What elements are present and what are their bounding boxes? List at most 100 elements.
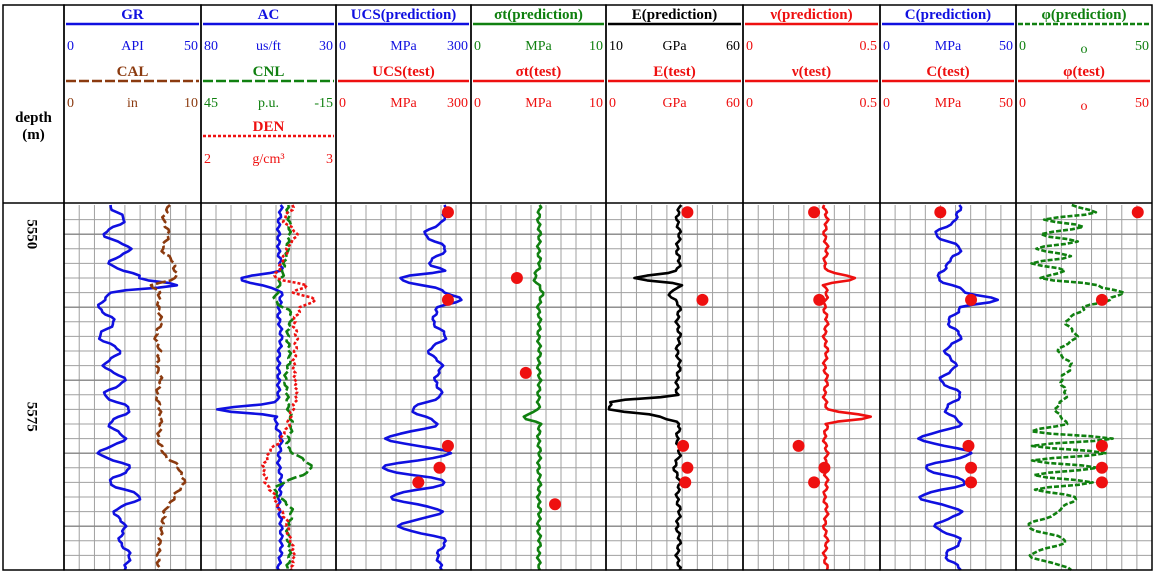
test-point-c [934,206,947,219]
track-nu-curve-1-max: 0.5 [860,96,878,111]
track-ac-curve-2-min: 2 [204,152,211,167]
track-phi-curve-1-title: φ(test) [1063,64,1105,80]
test-point-c [962,439,975,452]
test-point-st [510,272,523,284]
track-nu-curve-1-min: 0 [746,96,753,111]
test-point-phi [1095,461,1108,474]
test-point-ucs [412,476,425,489]
track-st-curve-0-title: σt(prediction) [494,7,583,23]
track-e-curve-0-unit: GPa [662,39,687,54]
test-point-phi [1131,206,1144,219]
track-ac-curve-0-min: 80 [204,39,218,54]
track-ucs-curve-0-max: 300 [447,39,468,54]
test-point-st [519,366,532,379]
depth-axis-unit: (m) [22,127,45,143]
curve-ucs-0 [381,204,463,571]
curve-e-0 [607,204,684,571]
test-point-e [681,206,694,219]
track-e-curve-0-title: E(prediction) [632,7,718,23]
test-point-e [681,461,694,474]
track-st-curve-1-unit: MPa [525,96,552,111]
track-phi-curve-0-unit: o [1081,42,1088,57]
track-ac-curve-0-unit: us/ft [256,39,281,54]
track-e-curve-1-min: 0 [609,96,616,111]
track-gr-curve-1-unit: in [127,96,138,111]
track-nu-curve-0-min: 0 [746,39,753,54]
track-frame-ucs [335,4,472,571]
track-ucs-curve-1-unit: MPa [390,96,417,111]
track-ucs-curve-1-title: UCS(test) [372,64,434,80]
track-ucs-curve-0-unit: MPa [390,39,417,54]
track-phi-curve-0-max: 50 [1135,39,1149,54]
track-st-curve-0-unit: MPa [525,39,552,54]
track-phi-curve-0-title: φ(prediction) [1042,7,1127,23]
test-point-e [679,476,692,489]
depth-tick-label: 5575 [24,402,40,432]
track-c-curve-1-min: 0 [883,96,890,111]
track-ucs-curve-0-min: 0 [339,39,346,54]
test-point-nu [813,293,826,306]
test-point-e [677,439,690,452]
test-point-nu [808,206,821,219]
curve-ac-2 [261,204,317,571]
track-frame-c [879,4,1017,571]
test-point-ucs [441,439,454,452]
test-point-ucs [441,293,454,306]
track-c-curve-1-max: 50 [999,96,1013,111]
track-frame-e [605,4,744,571]
track-c-curve-1-title: C(test) [926,64,969,80]
track-gr-curve-0-unit: API [121,39,144,54]
test-point-c [965,461,978,474]
track-e-curve-0-max: 60 [726,39,740,54]
curve-c-0 [917,204,999,571]
track-frame-phi [1015,4,1153,571]
track-c-curve-0-max: 50 [999,39,1013,54]
track-ac-curve-1-min: 45 [204,96,218,111]
test-point-c [965,293,978,306]
marker-layer [412,206,1144,511]
curve-gr-0 [96,204,179,571]
test-point-st [549,498,562,511]
track-ucs-curve-0-title: UCS(prediction) [351,7,457,23]
test-point-phi [1095,439,1108,452]
track-nu-curve-0-title: ν(prediction) [769,7,852,23]
track-frame-st [470,4,607,571]
depth-tick-label: 5550 [24,219,40,249]
track-gr-curve-1-min: 0 [67,96,74,111]
track-nu-curve-1-title: ν(test) [791,64,831,80]
test-point-c [965,476,978,489]
track-e-curve-1-unit: GPa [662,96,687,111]
track-ac-curve-1-max: -15 [314,96,333,111]
track-c-curve-0-min: 0 [883,39,890,54]
track-ac-curve-1-unit: p.u. [258,96,279,111]
track-frame-gr [63,4,202,571]
track-st-curve-1-min: 0 [474,96,481,111]
curve-gr-1 [149,204,187,571]
track-gr-curve-1-title: CAL [117,64,149,80]
test-point-phi [1095,293,1108,306]
track-gr-curve-0-min: 0 [67,39,74,54]
test-point-ucs [441,206,454,219]
track-phi-curve-1-unit: o [1081,99,1088,114]
curve-layer [96,203,1126,572]
track-phi-curve-1-max: 50 [1135,96,1149,111]
frame-layer [2,4,1153,571]
track-ucs-curve-1-max: 300 [447,96,468,111]
track-nu-curve-0-max: 0.5 [860,39,878,54]
track-ac-curve-2-max: 3 [326,152,333,167]
test-point-nu [792,439,805,452]
track-gr-curve-0-max: 50 [184,39,198,54]
track-gr-curve-1-max: 10 [184,96,198,111]
track-ac-curve-2-title: DEN [253,119,285,135]
test-point-ucs [433,461,446,474]
test-point-phi [1095,476,1108,489]
test-point-nu [808,476,821,489]
track-ac-curve-2-unit: g/cm³ [252,152,284,167]
track-st-curve-0-max: 10 [589,39,603,54]
track-c-curve-0-unit: MPa [935,39,962,54]
track-c-curve-0-title: C(prediction) [905,7,991,23]
curve-ac-0 [215,204,284,571]
track-e-curve-1-max: 60 [726,96,740,111]
